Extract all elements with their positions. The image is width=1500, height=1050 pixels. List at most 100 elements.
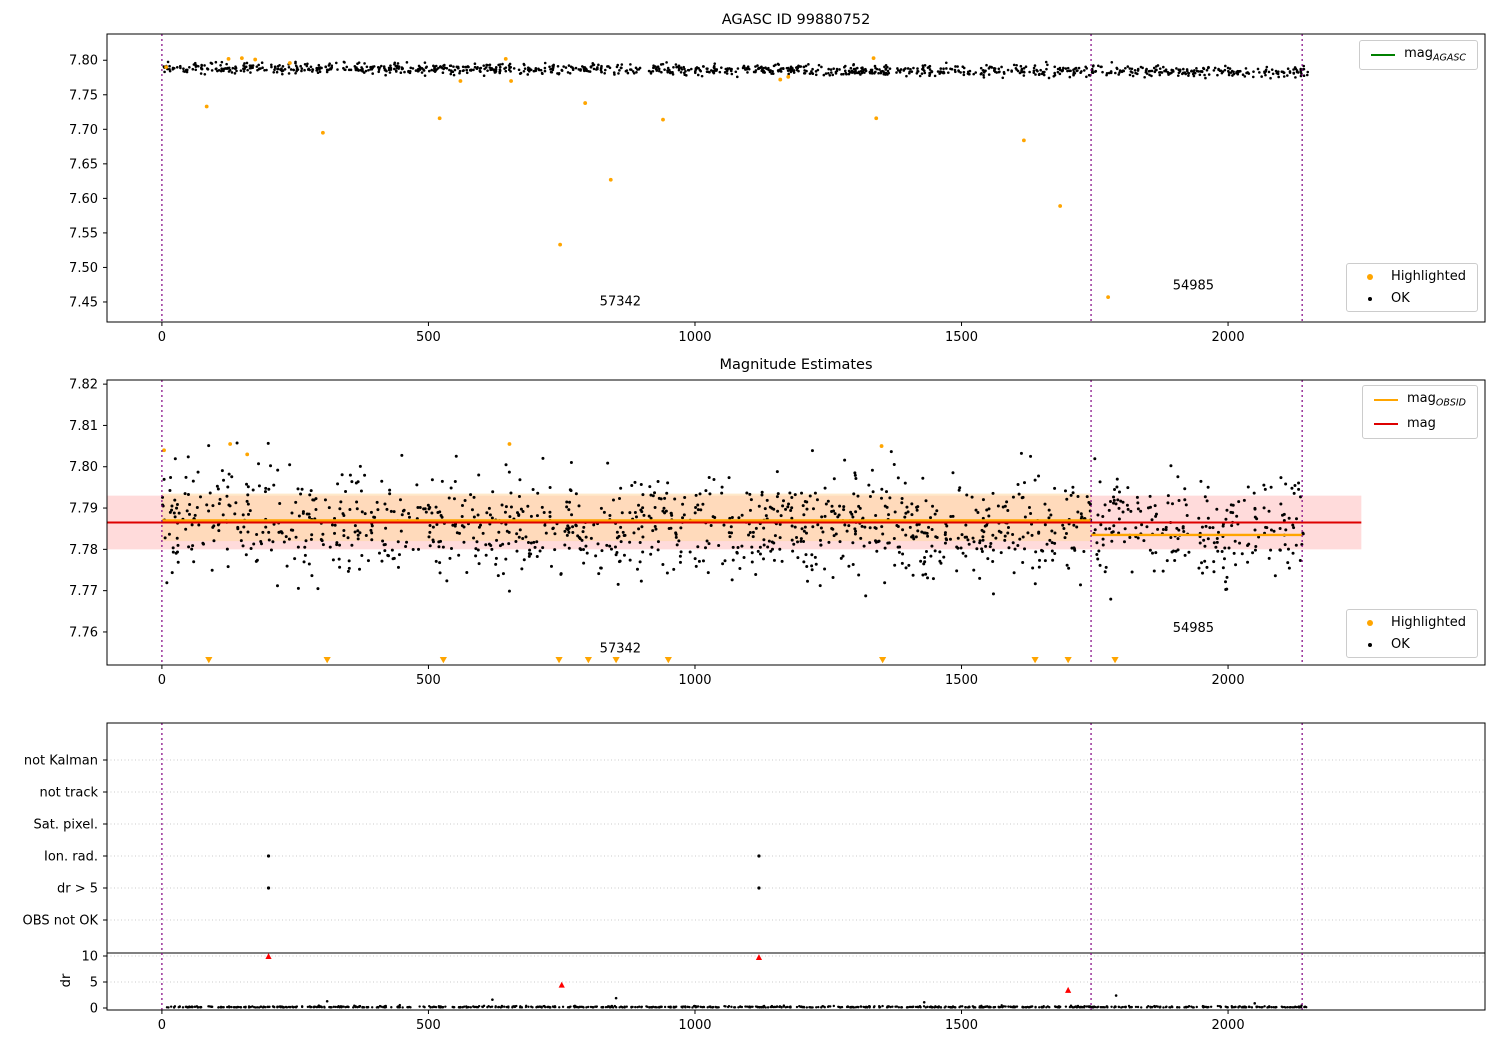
ok-point	[1140, 523, 1144, 527]
dr-point	[169, 1005, 173, 1008]
ok-point	[207, 444, 211, 448]
ok-point	[478, 67, 482, 70]
ok-point	[300, 69, 303, 73]
ok-point	[620, 63, 624, 66]
ok-point	[1183, 487, 1187, 491]
ok-point	[205, 503, 209, 507]
dr-point	[655, 1006, 659, 1009]
ok-point	[823, 567, 827, 571]
dr-point	[313, 1005, 316, 1008]
ok-point	[804, 64, 808, 68]
ok-point	[948, 537, 952, 541]
dr-point	[1170, 1005, 1173, 1008]
ok-point	[893, 563, 897, 567]
ok-point	[193, 513, 197, 517]
ok-point	[304, 539, 308, 543]
axes-frame	[106, 722, 1486, 1011]
ok-point	[1000, 65, 1003, 69]
dr-point	[900, 1006, 903, 1009]
ok-point	[521, 536, 525, 540]
ok-point	[1152, 569, 1156, 573]
ok-point	[810, 568, 814, 572]
ok-point	[1174, 549, 1178, 553]
ok-point	[819, 543, 823, 547]
ok-point	[678, 560, 682, 564]
ok-point	[269, 548, 273, 552]
ok-point	[1158, 67, 1162, 70]
ok-point	[933, 512, 937, 516]
ok-point	[348, 473, 352, 477]
ok-point	[427, 69, 431, 73]
ok-point	[485, 511, 489, 515]
ok-point	[594, 554, 598, 558]
ok-point	[259, 539, 263, 543]
ok-point	[734, 70, 738, 74]
ok-point	[551, 526, 555, 530]
ok-point	[565, 500, 569, 504]
y-tick-label: 7.75	[69, 88, 98, 103]
ok-point	[296, 487, 300, 491]
ok-point	[584, 535, 588, 539]
ok-point	[1216, 73, 1219, 77]
ok-point	[1306, 70, 1310, 74]
ok-point	[741, 66, 745, 70]
ok-point	[810, 449, 814, 453]
dr-point	[500, 1004, 504, 1008]
ok-point	[760, 493, 764, 497]
ok-point	[335, 543, 339, 547]
ok-point	[256, 68, 259, 72]
dr-point	[849, 1006, 852, 1009]
ok-point	[1117, 517, 1121, 521]
ok-point	[620, 511, 624, 515]
ok-point	[556, 64, 560, 68]
ok-point	[1126, 507, 1130, 511]
ok-point	[402, 508, 406, 512]
ok-point	[850, 71, 854, 74]
ok-point	[650, 545, 654, 549]
dr-point	[906, 1006, 910, 1009]
ok-point	[1203, 544, 1207, 548]
ok-point	[1143, 75, 1146, 79]
ok-point	[924, 549, 928, 553]
dr-point	[469, 1006, 473, 1009]
ok-point	[1038, 558, 1042, 562]
ok-point	[756, 549, 760, 553]
dr-point	[346, 1005, 350, 1008]
ok-point	[666, 481, 670, 485]
ok-point	[608, 514, 612, 518]
ok-point	[662, 506, 666, 510]
ok-point	[608, 544, 612, 548]
ok-point	[683, 73, 687, 77]
ok-point	[1142, 539, 1146, 543]
dr-point	[325, 999, 329, 1003]
ok-point	[342, 534, 346, 538]
dr-point	[438, 1006, 441, 1009]
ok-point	[831, 73, 835, 77]
legend-mark	[1371, 53, 1396, 56]
dr-point	[380, 1005, 383, 1008]
ok-point	[403, 70, 406, 74]
dr-point	[1027, 1006, 1031, 1009]
dr-point	[165, 1006, 169, 1009]
ok-point	[1053, 551, 1057, 555]
ok-point	[1071, 491, 1075, 495]
ok-point	[760, 65, 763, 69]
dr-point	[708, 1005, 711, 1008]
ok-point	[416, 505, 420, 509]
ok-point	[1136, 501, 1140, 505]
axes-frame	[106, 33, 1486, 323]
ok-point	[469, 69, 473, 72]
ok-point	[842, 508, 846, 512]
dr-point	[332, 1005, 336, 1009]
dr-point	[357, 1005, 361, 1008]
flag-category-label: not track	[39, 786, 98, 801]
ok-point	[1297, 481, 1301, 485]
ok-point	[469, 493, 473, 497]
ok-point	[1167, 73, 1170, 76]
ok-point	[983, 524, 987, 528]
dr-point	[1209, 1005, 1213, 1008]
ok-point	[731, 545, 735, 549]
ok-point	[597, 63, 600, 67]
ok-point	[370, 538, 374, 542]
ok-point	[748, 492, 752, 496]
